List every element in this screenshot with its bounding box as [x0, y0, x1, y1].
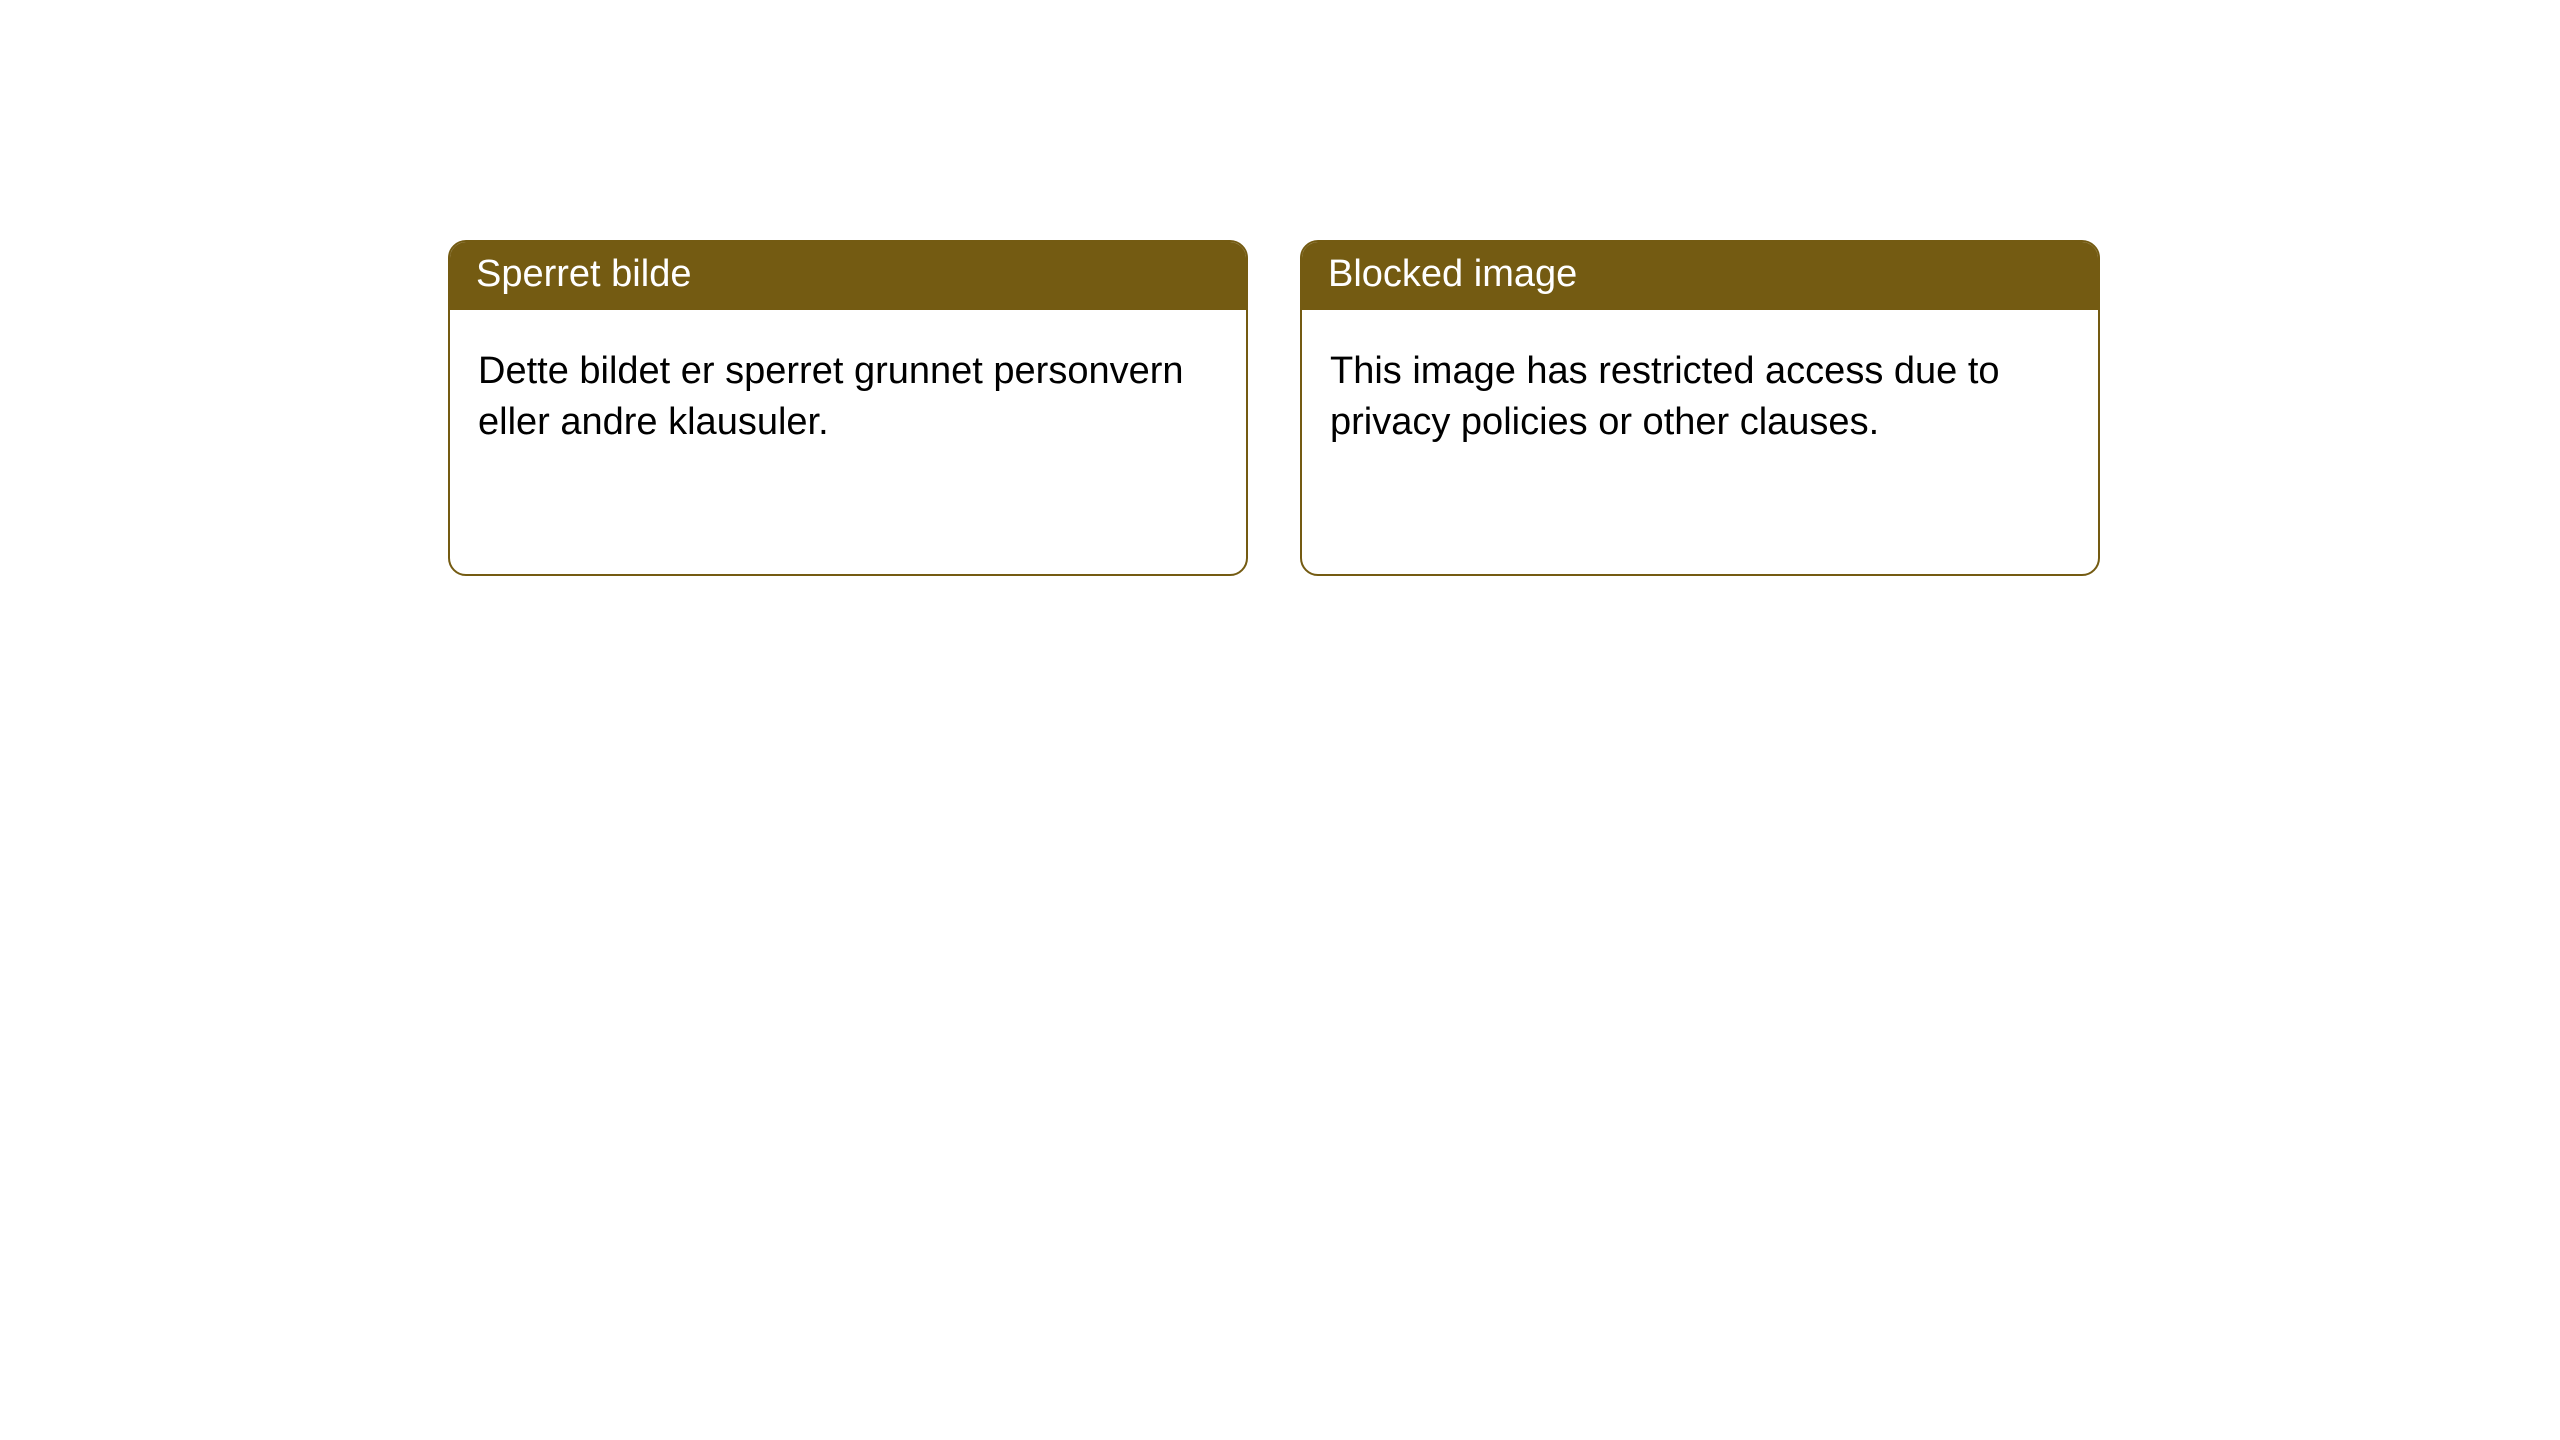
blocked-image-card-english: Blocked image This image has restricted … [1300, 240, 2100, 576]
blocked-image-card-norwegian: Sperret bilde Dette bildet er sperret gr… [448, 240, 1248, 576]
card-body: Dette bildet er sperret grunnet personve… [450, 310, 1246, 485]
card-header: Blocked image [1302, 242, 2098, 310]
notice-cards-container: Sperret bilde Dette bildet er sperret gr… [0, 0, 2560, 576]
card-header: Sperret bilde [450, 242, 1246, 310]
card-body: This image has restricted access due to … [1302, 310, 2098, 485]
